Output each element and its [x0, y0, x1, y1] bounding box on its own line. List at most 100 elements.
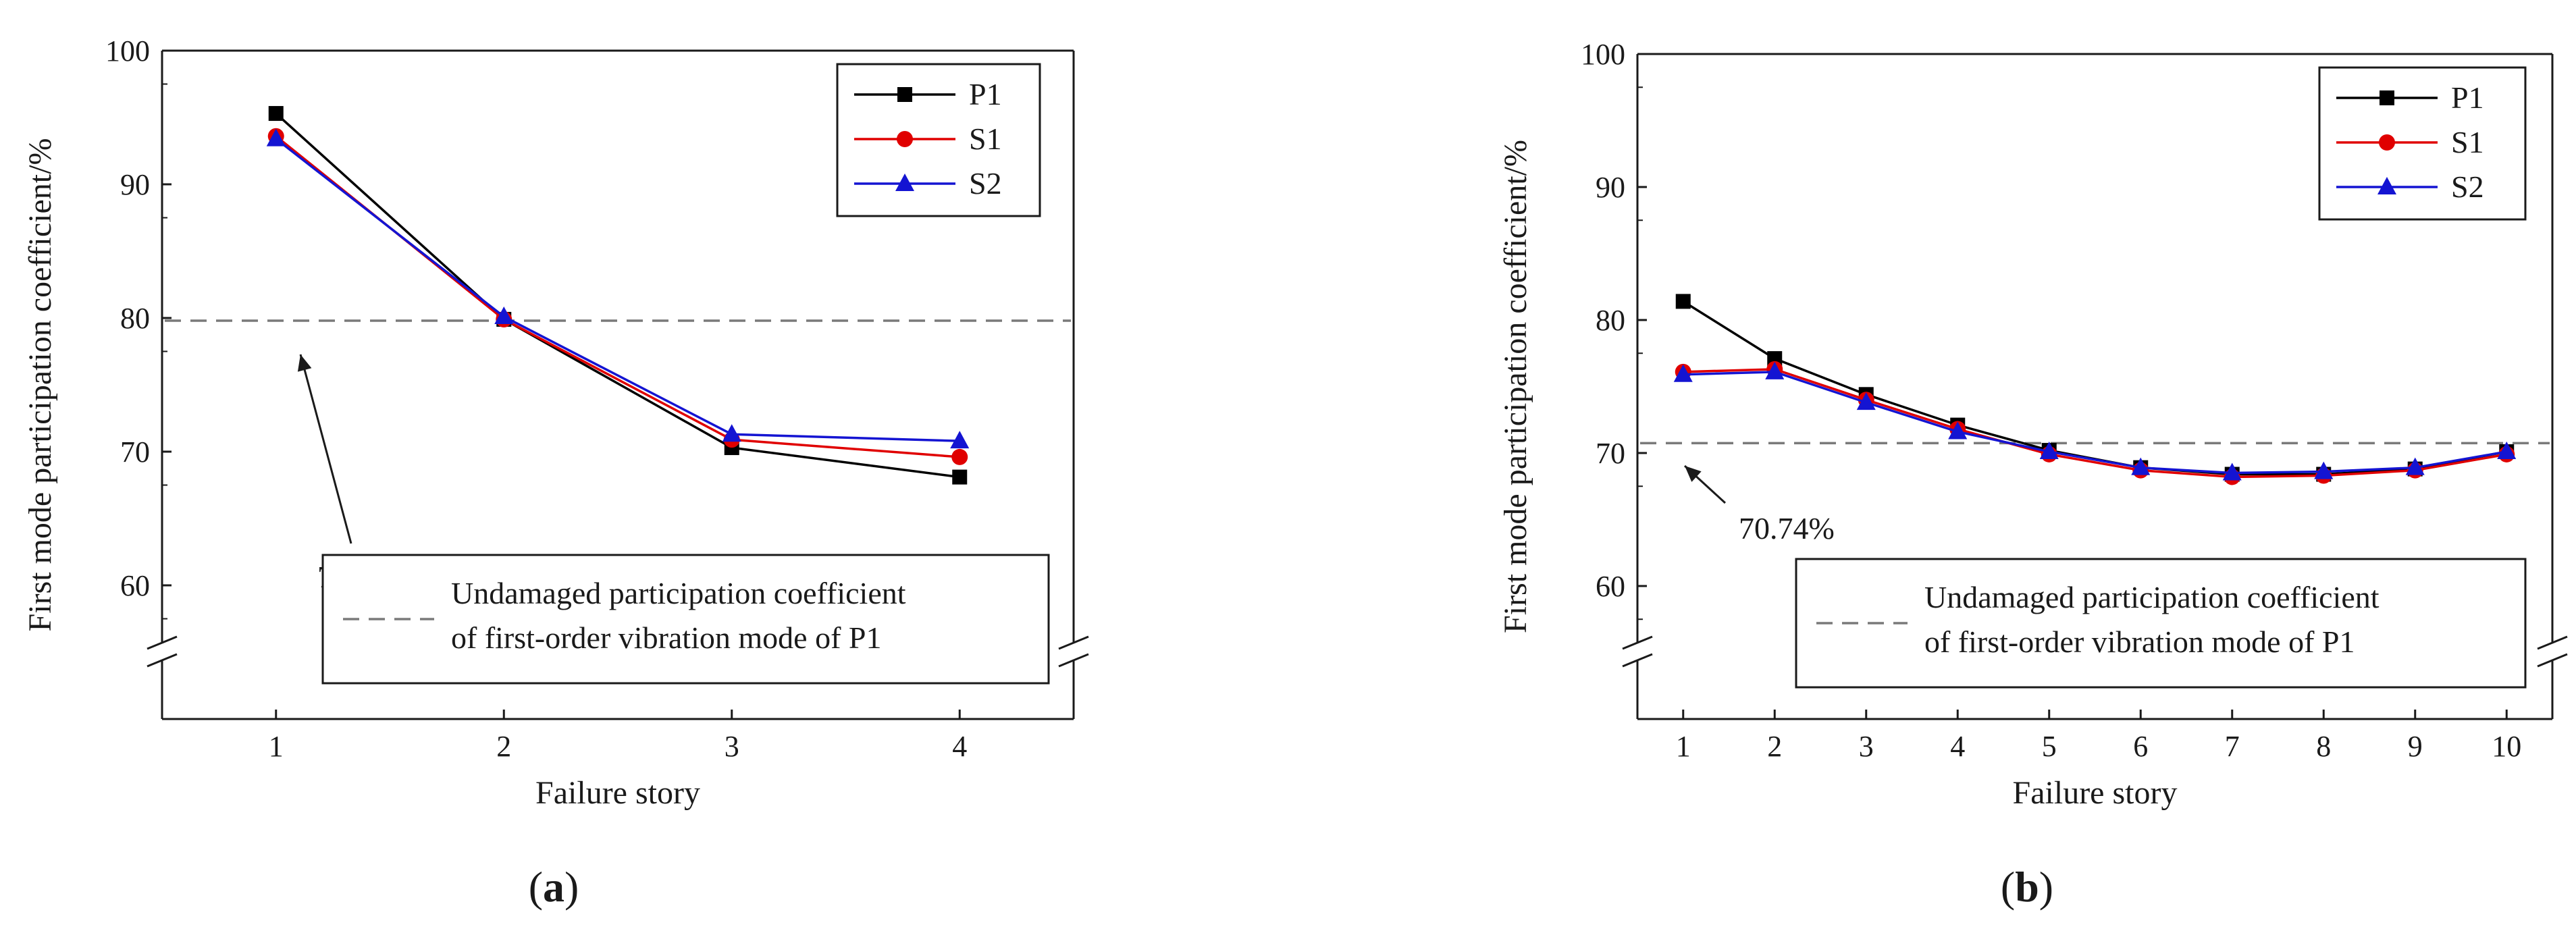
legend-label-s1: S1 — [969, 122, 1002, 156]
axis-break-mark — [1622, 653, 1653, 668]
legend-label-s2: S2 — [2451, 169, 2484, 204]
legend-label-p1: P1 — [2451, 80, 2484, 115]
data-point-s2 — [2497, 442, 2517, 460]
x-tick-label: 3 — [1859, 730, 1874, 763]
data-point-p1 — [1675, 294, 1691, 309]
reference-legend-text: of first-order vibration mode of P1 — [451, 620, 881, 655]
data-point-s2 — [494, 307, 514, 325]
reference-legend-box — [1795, 558, 2527, 689]
axis-break-mark — [1058, 635, 1089, 650]
plot-frame — [1622, 53, 2568, 720]
series-line-s2 — [1683, 371, 2507, 475]
reference-value-label: 70.74% — [1739, 511, 1835, 546]
y-tick-label: 80 — [1596, 304, 1625, 337]
data-point-s2 — [1765, 361, 1785, 379]
panel-a: 60 70 80 90 100 1 2 3 4 Failure story First mode p… — [22, 34, 1089, 911]
data-point-s2 — [2314, 461, 2334, 479]
legend-label-p1: P1 — [969, 77, 1002, 111]
caption-letter: a — [543, 863, 564, 911]
axis-break-mark — [147, 653, 178, 668]
reference-legend-text: of first-order vibration mode of P1 — [1924, 624, 2355, 659]
x-tick-label: 3 — [725, 730, 739, 763]
axis-break-mark — [1058, 653, 1089, 668]
x-tick-label: 4 — [1950, 730, 1965, 763]
reference-legend: Undamaged participation coefficient of fi… — [1795, 558, 2527, 689]
legend: P1 S1 S2 — [836, 63, 1041, 217]
x-tick-label: 5 — [2042, 730, 2057, 763]
y-tick-label: 100 — [105, 34, 150, 68]
axis-break-mark — [2537, 653, 2568, 668]
panel-caption: (b) — [2001, 863, 2053, 911]
legend-marker-triangle — [2377, 177, 2396, 194]
x-tick-label: 1 — [1676, 730, 1691, 763]
plot-frame — [147, 49, 1089, 720]
series-s2 — [266, 128, 970, 449]
y-tick-label: 100 — [1581, 38, 1625, 71]
legend-marker-circle — [2379, 134, 2395, 151]
legend: P1 S1 S2 — [2318, 66, 2527, 221]
y-tick-label: 80 — [120, 302, 150, 335]
legend-marker-square — [897, 87, 912, 102]
x-tick-label: 9 — [2408, 730, 2423, 763]
panel-caption: (a) — [529, 863, 579, 911]
caption-open-paren: ( — [529, 863, 543, 911]
x-tick-label: 7 — [2225, 730, 2240, 763]
series-line-s1 — [1683, 368, 2507, 479]
axis-break-mark — [2537, 635, 2568, 650]
annotation-arrowhead — [297, 354, 312, 372]
x-tick-label: 10 — [2492, 730, 2521, 763]
y-axis-label: First mode participation coefficient/% — [22, 138, 58, 632]
data-point-s2 — [950, 431, 970, 449]
reference-legend-text: Undamaged participation coefficient — [1924, 580, 2380, 614]
legend-label-s1: S1 — [2451, 125, 2484, 159]
series-line-p1 — [1682, 300, 2507, 476]
x-tick-label: 4 — [952, 730, 967, 763]
data-point-p1 — [268, 106, 284, 122]
x-tick-label: 8 — [2316, 730, 2331, 763]
caption-close-paren: ) — [564, 863, 579, 911]
series-p1 — [1675, 294, 2515, 482]
y-tick-label: 70 — [120, 435, 150, 469]
y-axis-label: First mode participation coefficient/% — [1498, 140, 1533, 633]
caption-letter: b — [2015, 863, 2039, 911]
data-point-s2 — [2131, 457, 2151, 475]
panel-b: 60 70 80 90 100 1 2 3 4 5 6 7 8 9 10 Failure story First… — [1498, 38, 2568, 911]
y-tick-label: 70 — [1596, 437, 1625, 470]
data-point-p1 — [952, 469, 968, 485]
legend-label-s2: S2 — [969, 166, 1002, 201]
data-point-s2 — [2039, 442, 2059, 460]
x-tick-label: 1 — [269, 730, 284, 763]
x-axis-label: Failure story — [535, 775, 700, 811]
data-point-s1 — [951, 448, 968, 465]
legend-marker-triangle — [895, 174, 914, 191]
annotation-arrow — [299, 354, 352, 544]
data-point-s2 — [2222, 462, 2242, 481]
reference-legend: Undamaged participation coefficient of fi… — [321, 554, 1050, 685]
series-s2 — [1673, 361, 2517, 481]
series-line-s2 — [275, 138, 960, 442]
data-point-s2 — [722, 424, 741, 442]
series-line-p1 — [275, 112, 960, 479]
caption-open-paren: ( — [2001, 863, 2015, 911]
caption-close-paren: ) — [2039, 863, 2053, 911]
axis-break-mark — [1622, 635, 1653, 650]
legend-marker-circle — [897, 131, 913, 147]
x-tick-label: 6 — [2133, 730, 2148, 763]
annotation-arrowhead — [1685, 466, 1702, 482]
x-tick-label: 2 — [1767, 730, 1782, 763]
x-axis-label: Failure story — [2013, 775, 2178, 811]
data-point-s2 — [2405, 457, 2425, 475]
data-point-s2 — [1856, 392, 1876, 410]
y-tick-label: 90 — [120, 168, 150, 201]
y-tick-label: 60 — [120, 569, 150, 602]
reference-legend-box — [321, 554, 1050, 685]
reference-legend-text: Undamaged participation coefficient — [451, 576, 906, 610]
y-tick-label: 60 — [1596, 570, 1625, 603]
legend-marker-square — [2380, 90, 2394, 105]
axis-break-mark — [147, 635, 178, 650]
data-point-s2 — [266, 128, 286, 147]
data-point-s2 — [1948, 421, 1968, 440]
x-tick-label: 2 — [496, 730, 511, 763]
y-tick-label: 90 — [1596, 171, 1625, 204]
